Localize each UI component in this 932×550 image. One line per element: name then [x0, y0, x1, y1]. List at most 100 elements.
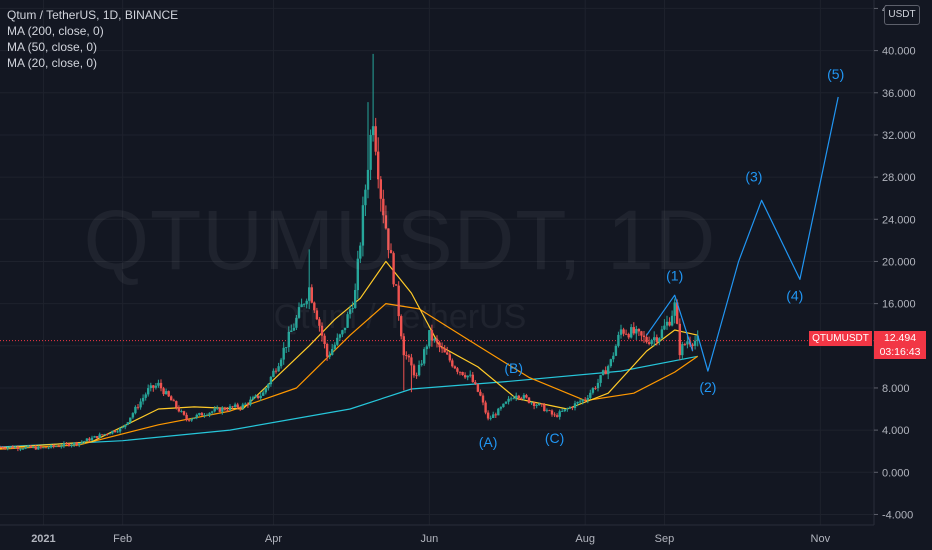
candle-down [200, 413, 204, 416]
wave-label: (A) [479, 434, 498, 450]
candle-down [461, 372, 464, 375]
candle-up [93, 436, 96, 438]
symbol-price-tag: QTUMUSDT [809, 331, 872, 346]
candle-up [32, 446, 35, 448]
price-axis[interactable]: -4.0000.0004.0008.00012.00016.00020.0002… [873, 0, 932, 550]
candle-up [42, 447, 45, 449]
candle-up [259, 395, 262, 398]
candle-up [83, 441, 86, 443]
x-tick-label: Nov [811, 533, 831, 545]
candle-up [428, 330, 431, 347]
candle-down [543, 404, 546, 412]
candle-up [228, 406, 232, 411]
candle-down [185, 414, 188, 420]
indicator-ma20[interactable]: MA (20, close, 0) [7, 56, 98, 70]
candle-up [116, 431, 119, 433]
candle-down [548, 410, 551, 412]
candle-up [599, 375, 602, 383]
candle-down [553, 414, 556, 416]
candle-down [1, 447, 4, 448]
candle-up [630, 327, 633, 338]
candle-up [573, 403, 577, 408]
candle-up [364, 189, 367, 206]
candle-down [394, 284, 398, 286]
candle-up [111, 430, 114, 434]
candle-up [538, 403, 541, 406]
candle-down [440, 347, 444, 349]
candle-up [589, 392, 592, 398]
candle-up [361, 205, 365, 246]
x-tick-label: Sep [655, 533, 675, 545]
wave-labels: (A) (B) (C) (1) (2) (3) (4) (5) [479, 66, 844, 450]
candle-up [19, 448, 22, 450]
time-axis-background [0, 525, 932, 550]
x-tick-label: Aug [575, 533, 595, 545]
candle-down [274, 370, 278, 372]
candle-up [297, 307, 301, 318]
candle-up [85, 438, 89, 442]
price-axis-background [874, 0, 932, 550]
y-tick-label: -4.000 [882, 509, 913, 521]
candle-up [466, 375, 469, 378]
candle-up [607, 366, 610, 375]
candle-up [581, 399, 584, 402]
wave-label: (3) [745, 168, 762, 184]
candle-up [499, 407, 503, 409]
candle-up [149, 385, 152, 389]
candle-down [384, 215, 388, 229]
candle-down [555, 415, 559, 417]
candle-down [16, 447, 20, 449]
candle-down [226, 409, 229, 411]
candle-up [195, 414, 198, 418]
candle-up [612, 355, 615, 360]
candle-down [397, 285, 400, 317]
candle-down [218, 407, 221, 412]
candle-up [254, 395, 257, 398]
candle-up [216, 407, 219, 409]
time-axis[interactable]: 2021 Feb Apr Jun Aug Sep Nov [0, 524, 932, 550]
candle-up [515, 395, 518, 399]
candle-down [451, 360, 454, 367]
candlesticks[interactable] [0, 53, 699, 452]
x-tick-label: 2021 [31, 533, 55, 545]
candle-up [249, 399, 252, 405]
chart-legend: Qtum / TetherUS, 1D, BINANCE MA (200, cl… [7, 7, 178, 71]
indicator-ma50[interactable]: MA (50, close, 0) [7, 40, 98, 54]
moving-averages [0, 260, 699, 450]
candle-down [430, 330, 434, 341]
candle-down [3, 448, 7, 449]
wave-label: (2) [699, 379, 716, 395]
candle-down [691, 344, 694, 346]
candle-up [208, 412, 211, 415]
candle-up [213, 408, 216, 412]
candle-up [522, 395, 526, 399]
elliott-wave-drawing[interactable] [646, 96, 839, 372]
candle-up [619, 329, 623, 335]
candle-up [279, 359, 283, 367]
candle-down [167, 391, 170, 397]
symbol-title[interactable]: Qtum / TetherUS, 1D, BINANCE [7, 8, 179, 22]
candle-up [348, 309, 352, 315]
candle-up [586, 397, 589, 400]
candle-down [172, 400, 175, 402]
candle-down [313, 302, 316, 311]
indicator-ma200[interactable]: MA (200, close, 0) [7, 24, 104, 38]
candle-up [591, 388, 595, 393]
candle-up [141, 397, 145, 402]
y-tick-label: 36.000 [882, 88, 916, 100]
candle-up [566, 408, 569, 410]
y-tick-label: 16.000 [882, 299, 916, 311]
candle-up [129, 417, 132, 423]
candle-down [456, 368, 459, 372]
candle-down [34, 446, 37, 450]
y-tick-label: 32.000 [882, 130, 916, 142]
candle-up [47, 447, 50, 449]
candle-down [246, 403, 250, 405]
candle-down [415, 375, 418, 377]
candle-down [525, 395, 528, 398]
candle-up [287, 331, 290, 348]
currency-unit-button[interactable]: USDT [884, 5, 920, 25]
candle-up [21, 448, 25, 450]
candle-up [601, 370, 605, 375]
